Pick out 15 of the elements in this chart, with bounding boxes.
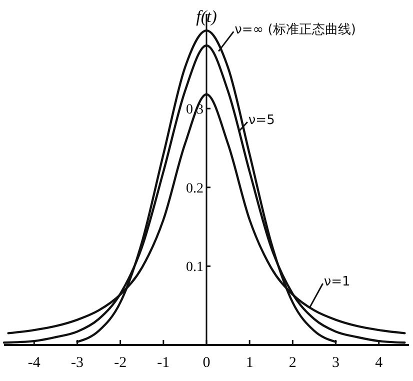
y-axis-title: f(t): [196, 7, 218, 26]
x-tick-label: -2: [114, 355, 127, 371]
series-label: ν=1: [324, 274, 350, 290]
x-tick-label: 0: [202, 355, 210, 371]
y-tick-label: 0.2: [186, 181, 204, 196]
x-tick-label: 1: [246, 355, 254, 371]
x-tick-label: -1: [157, 355, 170, 371]
legend-label: ν=5: [248, 112, 275, 128]
y-tick-label: 0.1: [186, 260, 204, 276]
x-tick-label: -4: [28, 355, 41, 371]
series-label: ν=∞ (标准正态曲线): [234, 22, 356, 38]
x-tick-label: 4: [375, 355, 384, 371]
x-tick-label: -3: [70, 355, 84, 371]
x-tick-label: 3: [332, 355, 340, 371]
x-tick-label: 2: [288, 355, 296, 371]
